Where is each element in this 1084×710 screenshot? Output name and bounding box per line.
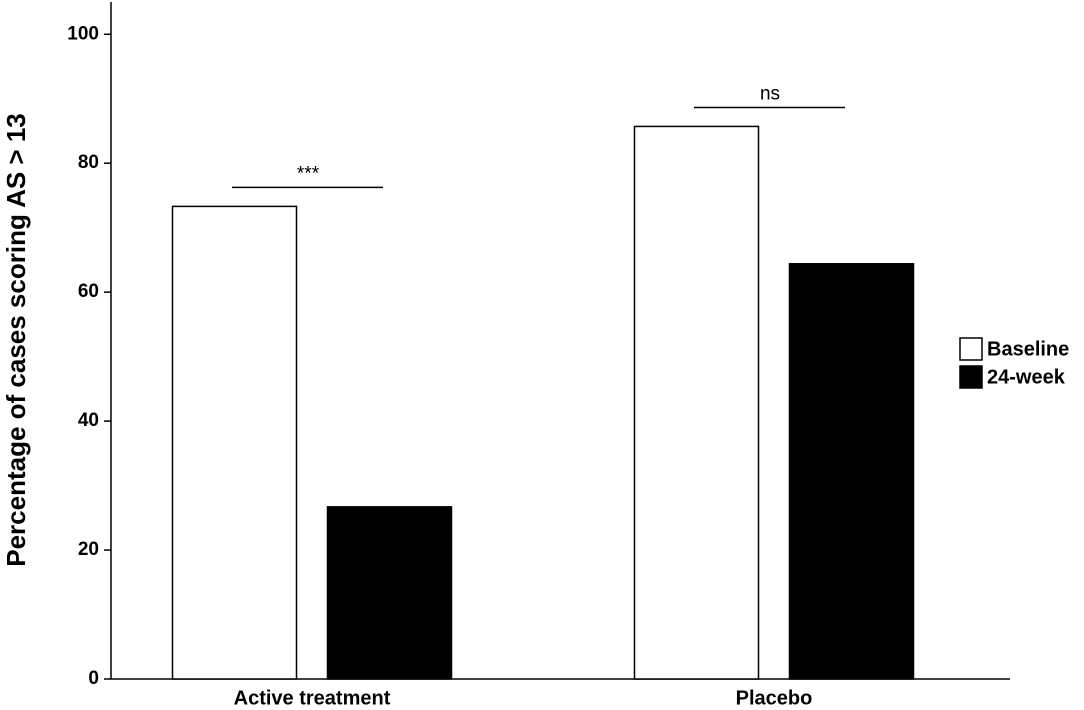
legend-swatch xyxy=(959,365,983,389)
bar xyxy=(171,205,298,680)
y-axis-label: Percentage of cases scoring AS > 13 xyxy=(1,113,31,567)
bar xyxy=(788,263,915,680)
y-tick-label: 60 xyxy=(78,281,99,302)
significance-label: ns xyxy=(760,83,780,104)
legend-label: 24-week xyxy=(987,366,1066,388)
bar xyxy=(633,125,760,680)
bar xyxy=(326,506,453,680)
legend-label: Baseline xyxy=(987,338,1069,360)
x-tick-label: Placebo xyxy=(736,687,813,709)
y-tick-label: 80 xyxy=(78,152,99,173)
legend-swatch xyxy=(959,337,983,361)
y-tick-label: 100 xyxy=(67,23,99,44)
y-tick-label: 0 xyxy=(88,668,99,689)
y-tick-label: 20 xyxy=(78,539,99,560)
x-tick-label: Active treatment xyxy=(234,687,391,709)
y-tick-label: 40 xyxy=(78,410,99,431)
significance-label: *** xyxy=(297,163,320,184)
